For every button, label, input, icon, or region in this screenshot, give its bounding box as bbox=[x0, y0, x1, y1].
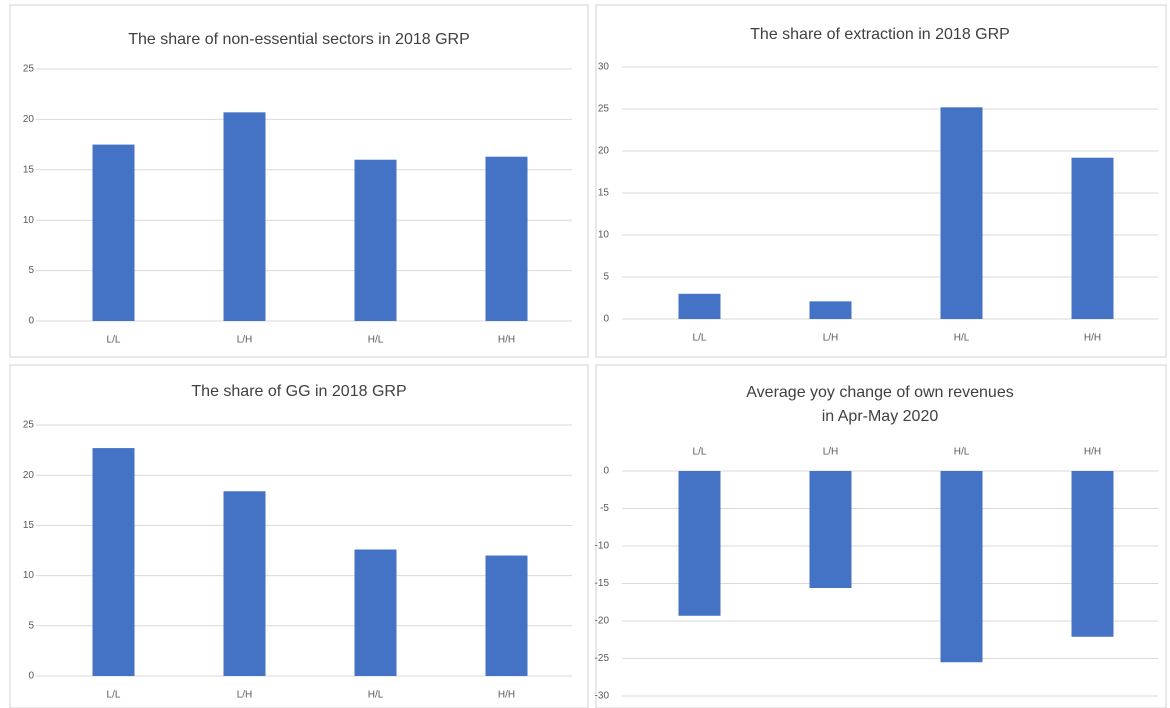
x-tick-label: L/H bbox=[237, 690, 253, 701]
y-tick-label: 15 bbox=[23, 520, 35, 531]
y-tick-label: 25 bbox=[598, 104, 610, 115]
y-tick-label: 25 bbox=[23, 64, 35, 75]
x-tick-label: L/L bbox=[693, 333, 707, 344]
y-tick-label: 25 bbox=[23, 420, 35, 431]
bar bbox=[678, 293, 721, 319]
y-tick-label: 0 bbox=[603, 314, 609, 325]
y-tick-label: 10 bbox=[23, 215, 35, 226]
x-tick-label: L/H bbox=[823, 333, 839, 344]
x-tick-label: H/L bbox=[954, 333, 970, 344]
x-tick-label: H/H bbox=[498, 690, 515, 701]
chart-title: in Apr-May 2020 bbox=[822, 408, 939, 425]
y-tick-label: 20 bbox=[23, 114, 35, 125]
y-tick-label: 5 bbox=[28, 620, 34, 631]
y-tick-label: -25 bbox=[595, 653, 610, 664]
bar bbox=[354, 549, 397, 676]
bar bbox=[485, 555, 528, 676]
x-tick-label: H/H bbox=[1084, 447, 1101, 458]
y-tick-label: 0 bbox=[28, 671, 34, 682]
y-tick-label: -5 bbox=[600, 503, 609, 514]
y-tick-label: -10 bbox=[595, 541, 610, 552]
chart-title: The share of GG in 2018 GRP bbox=[191, 383, 406, 400]
y-tick-label: 15 bbox=[598, 188, 610, 199]
y-tick-label: 20 bbox=[23, 470, 35, 481]
bar bbox=[678, 471, 721, 616]
y-tick-label: 10 bbox=[598, 230, 610, 241]
bar bbox=[940, 107, 983, 319]
y-tick-label: 30 bbox=[598, 62, 610, 73]
y-tick-label: -30 bbox=[595, 691, 610, 702]
bar bbox=[809, 471, 852, 588]
y-tick-label: -20 bbox=[595, 616, 610, 627]
bar bbox=[1071, 471, 1114, 637]
x-tick-label: H/H bbox=[1084, 333, 1101, 344]
x-tick-label: L/L bbox=[693, 447, 707, 458]
chart-title: The share of non-essential sectors in 20… bbox=[128, 31, 470, 48]
y-tick-label: -15 bbox=[595, 578, 610, 589]
chart-title: The share of extraction in 2018 GRP bbox=[750, 26, 1010, 43]
x-tick-label: H/H bbox=[498, 335, 515, 346]
bar bbox=[485, 156, 528, 321]
x-tick-label: H/L bbox=[954, 447, 970, 458]
x-tick-label: H/L bbox=[368, 690, 384, 701]
y-tick-label: 20 bbox=[598, 146, 610, 157]
bar bbox=[940, 471, 983, 663]
bar bbox=[223, 491, 266, 676]
bar bbox=[354, 159, 397, 321]
bar bbox=[809, 301, 852, 319]
x-tick-label: L/H bbox=[237, 335, 253, 346]
y-tick-label: 5 bbox=[28, 265, 34, 276]
y-tick-label: 0 bbox=[603, 466, 609, 477]
chart-title: Average yoy change of own revenues bbox=[746, 384, 1013, 401]
y-tick-label: 15 bbox=[23, 164, 35, 175]
x-tick-label: L/L bbox=[107, 690, 121, 701]
y-tick-label: 0 bbox=[28, 316, 34, 327]
x-tick-label: L/L bbox=[107, 335, 121, 346]
bar bbox=[92, 448, 135, 676]
bar bbox=[92, 144, 135, 321]
y-tick-label: 5 bbox=[603, 272, 609, 283]
x-tick-label: H/L bbox=[368, 335, 384, 346]
y-tick-label: 10 bbox=[23, 570, 35, 581]
bar bbox=[1071, 157, 1114, 319]
bar bbox=[223, 112, 266, 322]
x-tick-label: L/H bbox=[823, 447, 839, 458]
